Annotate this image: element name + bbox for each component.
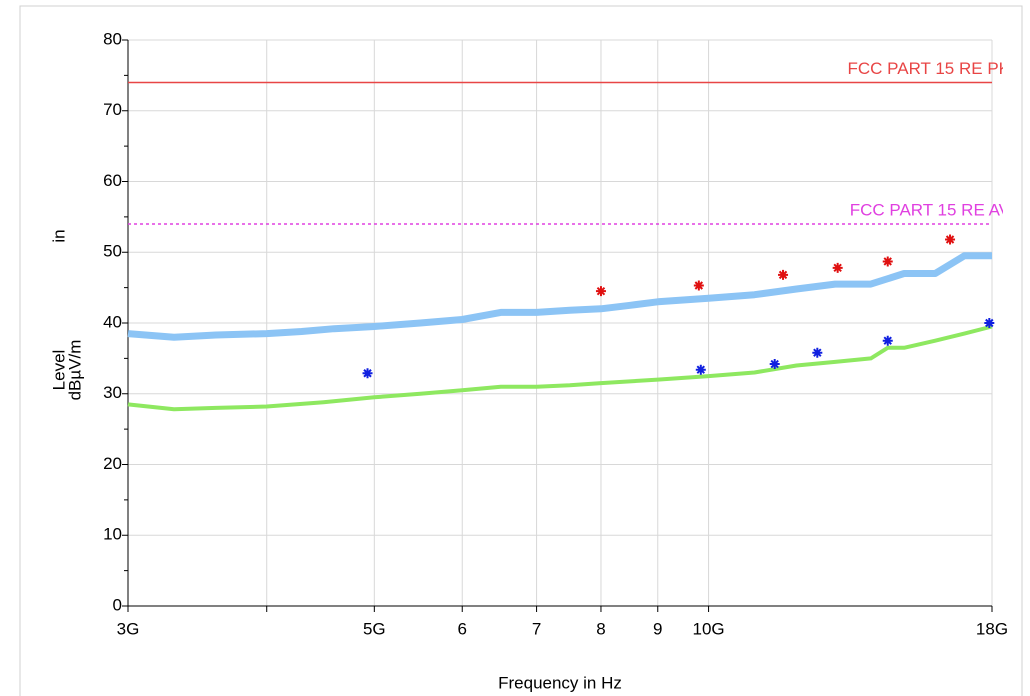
x-tick-label: 18G	[976, 619, 1008, 638]
marker	[812, 347, 823, 358]
marker	[695, 364, 706, 375]
y-tick-label: 80	[103, 29, 122, 48]
trace	[127, 252, 992, 341]
marker	[595, 286, 606, 297]
marker	[769, 359, 780, 370]
marker	[778, 269, 789, 280]
y-axis-unit: dBµV/m	[65, 340, 84, 401]
y-axis-label: Level	[49, 350, 68, 391]
y-tick-label: 0	[113, 595, 122, 614]
y-tick-label: 50	[103, 242, 122, 261]
y-axis-in: in	[49, 229, 68, 242]
limit-label: FCC PART 15 RE PK	[848, 59, 1011, 78]
y-tick-label: 70	[103, 100, 122, 119]
x-tick-label: 5G	[363, 619, 386, 638]
marker	[832, 262, 843, 273]
marker	[362, 368, 373, 379]
x-tick-label: 8	[596, 619, 605, 638]
x-tick-label: 6	[458, 619, 467, 638]
x-tick-label: 7	[532, 619, 541, 638]
y-tick-label: 10	[103, 525, 122, 544]
x-tick-label: 9	[653, 619, 662, 638]
y-tick-label: 20	[103, 454, 122, 473]
y-tick-label: 40	[103, 312, 122, 331]
y-tick-label: 30	[103, 383, 122, 402]
trace	[127, 324, 993, 412]
limit-label: FCC PART 15 RE AV	[850, 200, 1011, 219]
y-tick-label: 60	[103, 171, 122, 190]
marker	[882, 335, 893, 346]
x-tick-label: 10G	[692, 619, 724, 638]
limits: FCC PART 15 RE PK FCC PART 15 RE AV	[848, 59, 1011, 220]
frame	[19, 5, 1023, 696]
x-tick-label: 3G	[117, 619, 140, 638]
marker	[882, 256, 893, 267]
marker	[693, 280, 704, 291]
x-axis-label: Frequency in Hz	[498, 673, 622, 692]
marker	[984, 318, 995, 328]
marker	[945, 234, 956, 245]
